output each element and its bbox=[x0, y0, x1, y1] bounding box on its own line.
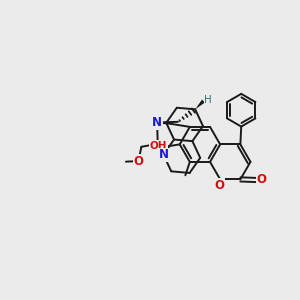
Text: OH: OH bbox=[150, 141, 167, 151]
Text: O: O bbox=[256, 173, 266, 187]
Text: O: O bbox=[214, 179, 224, 192]
Text: N: N bbox=[158, 148, 169, 161]
Text: O: O bbox=[134, 154, 143, 168]
Text: H: H bbox=[204, 94, 212, 104]
Text: N: N bbox=[152, 116, 162, 129]
Polygon shape bbox=[195, 100, 205, 109]
